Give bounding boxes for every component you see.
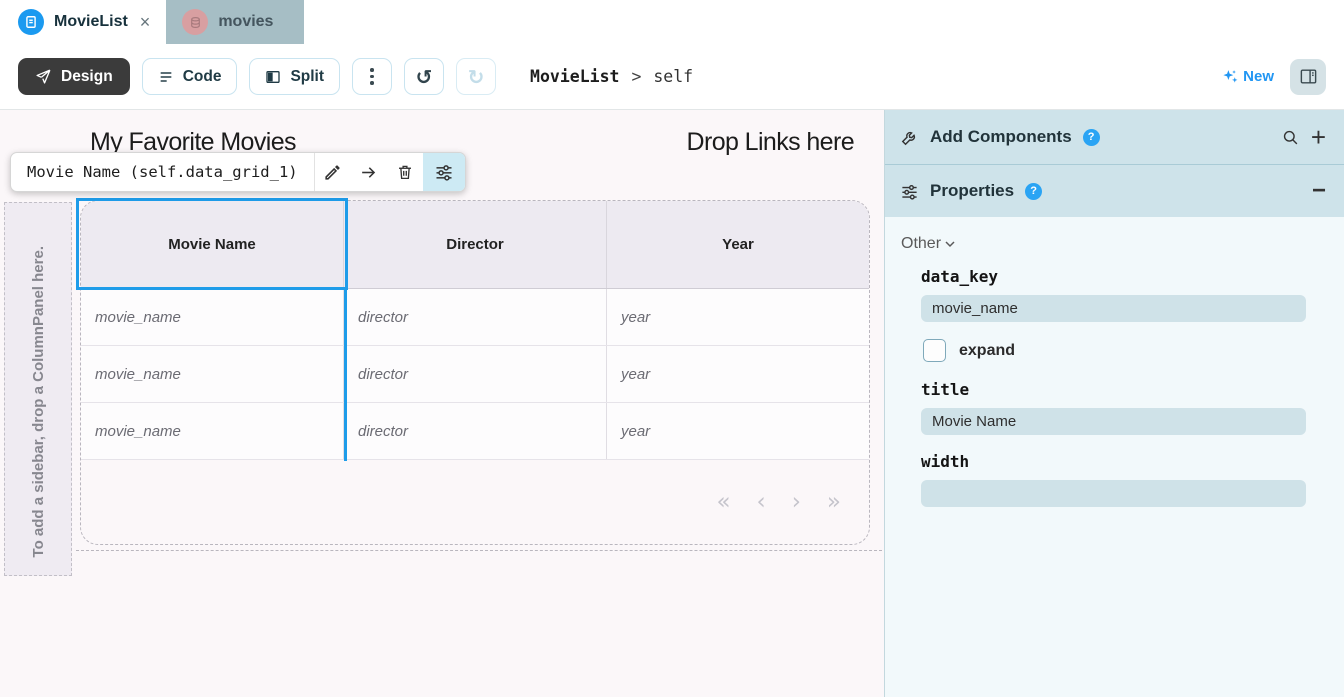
main-area: To add a sidebar, drop a ColumnPanel her…	[0, 110, 1344, 697]
new-label: New	[1243, 68, 1274, 85]
add-icon[interactable]: +	[1310, 122, 1326, 152]
selection-toolbar: Movie Name (self.data_grid_1)	[10, 152, 466, 192]
properties-body: Other data_key expand title width	[885, 217, 1344, 524]
page-title[interactable]: My Favorite Movies	[90, 128, 297, 156]
data-key-label: data_key	[921, 267, 999, 286]
help-icon[interactable]: ?	[1025, 182, 1043, 200]
arrow-right-icon	[362, 166, 376, 178]
help-icon[interactable]: ?	[1082, 128, 1100, 146]
code-button[interactable]: Code	[141, 58, 238, 95]
group-label: Other	[901, 235, 942, 252]
paper-plane-icon	[35, 68, 52, 85]
previous-page-icon[interactable]: ‹	[756, 489, 766, 515]
column-header-movie-name[interactable]: Movie Name	[81, 201, 344, 288]
design-canvas[interactable]: To add a sidebar, drop a ColumnPanel her…	[0, 110, 884, 697]
redo-button[interactable]: ↻	[456, 58, 497, 95]
close-icon[interactable]: ×	[139, 11, 151, 32]
toggle-side-panel-button[interactable]	[1290, 58, 1326, 95]
table-row: movie_name director year	[81, 289, 869, 346]
sliders-icon	[436, 165, 452, 181]
tab-label: movies	[218, 13, 274, 30]
toolbar-right: New	[1222, 58, 1326, 95]
jump-to-button[interactable]	[351, 153, 387, 191]
width-label: width	[921, 452, 970, 471]
title-label: title	[921, 380, 970, 399]
collapse-icon[interactable]: −	[1311, 177, 1326, 204]
first-page-icon[interactable]: «	[716, 489, 731, 515]
grid-cell[interactable]: movie_name	[81, 289, 344, 345]
breadcrumb-root[interactable]: MovieList	[530, 67, 620, 86]
split-view-icon	[265, 69, 281, 85]
tab-label: MovieList	[54, 13, 128, 30]
properties-header[interactable]: Properties ? −	[885, 164, 1344, 217]
sidebar-dropzone-hint: To add a sidebar, drop a ColumnPanel her…	[29, 245, 47, 557]
expand-row: expand	[923, 339, 1324, 362]
code-label: Code	[182, 67, 222, 85]
breadcrumb: MovieList > self	[530, 67, 693, 86]
pencil-icon	[325, 164, 340, 180]
property-group-other[interactable]: Other	[901, 235, 1324, 253]
editor-toolbar: Design Code Split ↺ ↻ MovieList > self N…	[0, 44, 1344, 110]
grid-cell[interactable]: movie_name	[81, 346, 344, 402]
side-panel-icon	[1299, 67, 1318, 86]
table-row: movie_name director year	[81, 403, 869, 460]
tab-movielist[interactable]: MovieList ×	[0, 0, 166, 44]
data-grid-header: Movie Name Director Year	[81, 201, 869, 289]
column-header-year[interactable]: Year	[607, 201, 869, 288]
redo-icon: ↻	[467, 64, 485, 89]
split-label: Split	[290, 67, 325, 85]
title-input[interactable]	[921, 408, 1306, 435]
grid-cell[interactable]: movie_name	[81, 403, 344, 459]
kebab-icon	[370, 68, 374, 85]
drop-target-line	[76, 550, 882, 551]
breadcrumb-leaf[interactable]: self	[653, 67, 694, 86]
grid-cell[interactable]: director	[344, 403, 607, 459]
chevron-down-icon	[945, 241, 955, 248]
properties-title: Properties	[930, 181, 1015, 200]
design-label: Design	[61, 67, 113, 85]
new-button[interactable]: New	[1222, 68, 1274, 85]
sidebar-dropzone[interactable]: To add a sidebar, drop a ColumnPanel her…	[4, 202, 72, 576]
split-button[interactable]: Split	[249, 58, 341, 95]
wrench-icon	[900, 128, 919, 147]
grid-cell[interactable]: director	[344, 289, 607, 345]
data-grid[interactable]: Movie Name Director Year movie_name dire…	[80, 200, 870, 545]
drop-links-hint[interactable]: Drop Links here	[686, 128, 855, 156]
next-page-icon[interactable]: ›	[791, 489, 801, 515]
grid-cell[interactable]: director	[344, 346, 607, 402]
expand-label: expand	[959, 341, 1016, 359]
add-components-title: Add Components	[930, 127, 1072, 146]
tab-bar: MovieList × movies	[0, 0, 1344, 44]
tab-movies[interactable]: movies	[166, 0, 305, 44]
grid-cell[interactable]: year	[621, 308, 651, 326]
database-icon	[182, 9, 209, 35]
trash-icon	[398, 165, 411, 180]
grid-cell[interactable]: year	[621, 365, 651, 383]
data-key-input[interactable]	[921, 295, 1306, 322]
grid-cell[interactable]: year	[621, 422, 651, 440]
selected-component-label: Movie Name (self.data_grid_1)	[11, 153, 315, 191]
last-page-icon[interactable]: »	[826, 489, 841, 515]
undo-button[interactable]: ↺	[404, 58, 445, 95]
code-lines-icon	[158, 69, 174, 85]
sparkle-icon	[1222, 68, 1239, 85]
delete-button[interactable]	[387, 153, 423, 191]
undo-icon: ↺	[415, 64, 433, 89]
right-panel: Add Components ? + Properties ? − Other …	[884, 110, 1344, 697]
properties-tool-button[interactable]	[422, 153, 465, 191]
design-button[interactable]: Design	[18, 58, 130, 95]
width-input[interactable]	[921, 480, 1306, 507]
table-row: movie_name director year	[81, 346, 869, 403]
edit-button[interactable]	[315, 153, 351, 191]
form-icon	[18, 9, 44, 35]
sliders-icon	[900, 182, 919, 201]
search-icon[interactable]	[1281, 128, 1300, 147]
breadcrumb-separator: >	[631, 67, 642, 86]
more-options-button[interactable]	[352, 58, 393, 95]
add-components-header[interactable]: Add Components ? +	[885, 110, 1344, 164]
data-grid-pagination: « ‹ › »	[81, 460, 869, 545]
expand-checkbox[interactable]	[923, 339, 946, 362]
column-header-director[interactable]: Director	[344, 201, 607, 288]
